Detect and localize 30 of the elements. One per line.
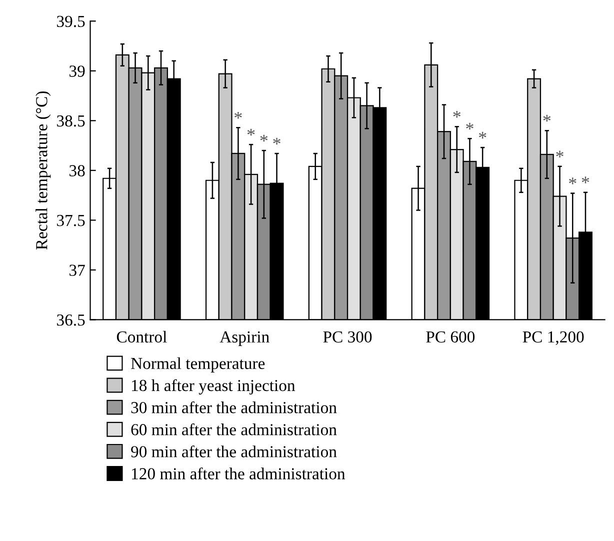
legend-label: Normal temperature — [131, 357, 265, 372]
legend-label: 30 min after the administration — [131, 401, 337, 414]
x-tick-label: Control — [116, 330, 167, 343]
y-tick-label: 38.5 — [57, 115, 85, 127]
data-label: * — [234, 112, 242, 119]
x-tick-label: PC 300 — [323, 331, 372, 343]
legend-label: 60 min after the administration — [131, 423, 337, 436]
data-label: * — [543, 114, 551, 122]
y-tick-label: 39 — [70, 66, 85, 77]
x-tick-label: Aspirin — [220, 331, 270, 346]
x-tick-label: PC 1,200 — [522, 331, 584, 345]
y-axis-title: Rectal temperature (°C) — [36, 91, 51, 250]
data-label: * — [478, 132, 486, 138]
data-label: * — [466, 122, 474, 130]
y-tick-label: 39.5 — [57, 16, 85, 28]
legend-label: 18 h after yeast injection — [132, 379, 296, 395]
y-tick-label: 36.5 — [57, 314, 85, 326]
data-label: * — [582, 176, 590, 184]
data-label: * — [569, 178, 576, 184]
y-tick-label: 37.5 — [57, 214, 85, 226]
data-label: * — [556, 150, 564, 158]
data-label: * — [247, 128, 255, 136]
y-tick-label: 37 — [70, 264, 85, 276]
data-label: * — [260, 134, 268, 142]
legend-label: 120 min after the administration — [132, 467, 346, 480]
data-label: * — [453, 110, 461, 118]
x-tick-label: PC 600 — [426, 331, 475, 343]
data-label: * — [273, 138, 280, 144]
legend-label: 90 min after the administration — [131, 445, 337, 458]
y-tick-label: 38 — [70, 165, 85, 176]
